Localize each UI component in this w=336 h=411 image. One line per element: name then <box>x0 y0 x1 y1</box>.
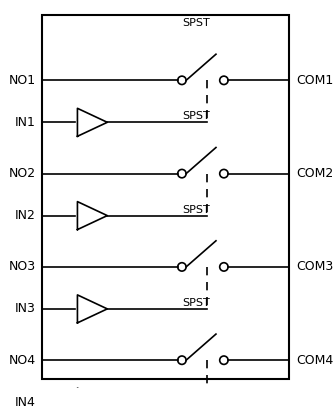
Text: COM4: COM4 <box>297 354 334 367</box>
Text: SPST: SPST <box>182 298 210 308</box>
Text: SPST: SPST <box>182 111 210 121</box>
Text: NO4: NO4 <box>8 354 36 367</box>
Text: IN2: IN2 <box>14 209 36 222</box>
Text: NO1: NO1 <box>8 74 36 87</box>
Text: SPST: SPST <box>182 205 210 215</box>
Text: NO2: NO2 <box>8 167 36 180</box>
Text: IN4: IN4 <box>14 396 36 409</box>
Bar <box>42 15 289 379</box>
Text: SPST: SPST <box>182 18 210 28</box>
Text: COM1: COM1 <box>297 74 334 87</box>
Text: COM3: COM3 <box>297 261 334 273</box>
Text: COM2: COM2 <box>297 167 334 180</box>
Text: NO3: NO3 <box>8 261 36 273</box>
Text: IN3: IN3 <box>14 302 36 315</box>
Text: IN1: IN1 <box>14 116 36 129</box>
